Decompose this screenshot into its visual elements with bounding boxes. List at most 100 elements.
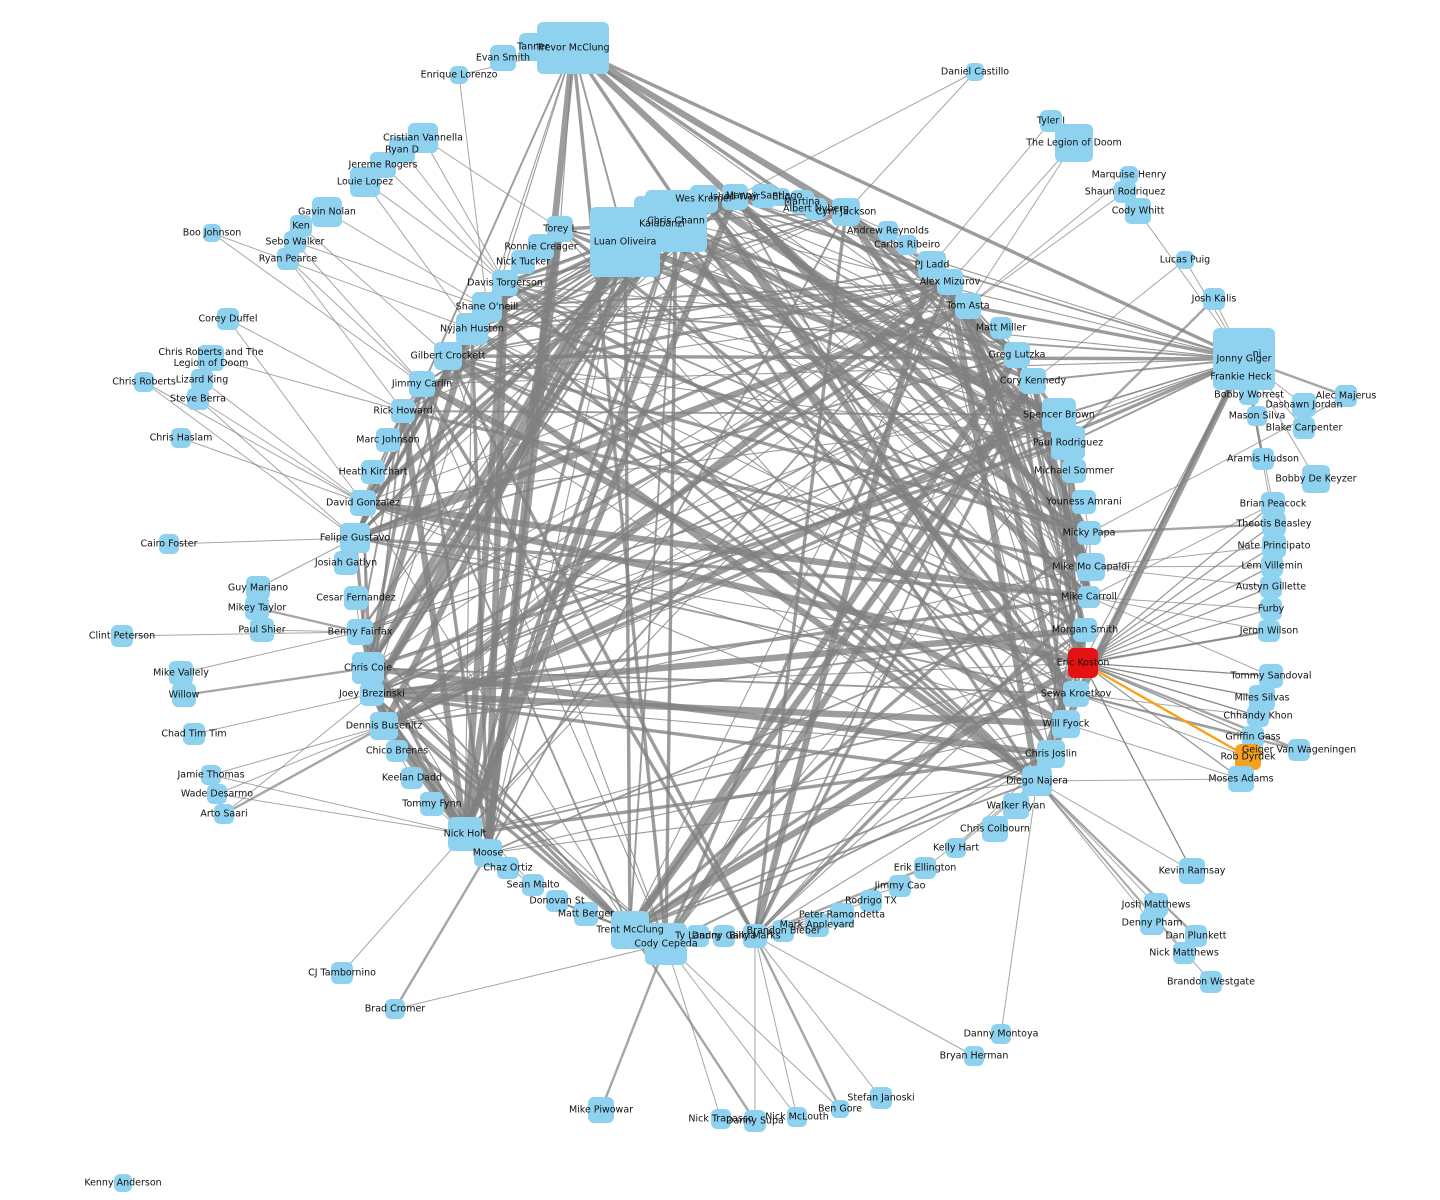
graph-node[interactable] (645, 923, 687, 965)
graph-node[interactable] (350, 167, 380, 197)
graph-node[interactable] (214, 804, 234, 824)
graph-node[interactable] (1247, 406, 1267, 426)
graph-node[interactable] (1228, 766, 1254, 792)
graph-node[interactable] (376, 428, 400, 452)
graph-node[interactable] (1072, 490, 1096, 514)
graph-node[interactable] (1068, 648, 1098, 678)
graph-node[interactable] (1114, 181, 1136, 203)
graph-node[interactable] (360, 682, 384, 706)
graph-node[interactable] (1073, 618, 1097, 642)
graph-node[interactable] (832, 198, 860, 226)
graph-node[interactable] (340, 523, 370, 553)
graph-node[interactable] (386, 740, 408, 762)
graph-node[interactable] (434, 342, 462, 370)
graph-node[interactable] (1247, 705, 1269, 727)
graph-node[interactable] (1239, 385, 1259, 405)
graph-node[interactable] (537, 22, 609, 74)
graph-node[interactable] (201, 765, 221, 785)
graph-node[interactable] (352, 652, 384, 684)
graph-node[interactable] (1235, 744, 1261, 770)
graph-node[interactable] (990, 317, 1012, 339)
graph-node[interactable] (183, 723, 205, 745)
graph-node[interactable] (169, 661, 193, 685)
graph-node[interactable] (870, 1087, 892, 1109)
graph-node[interactable] (889, 875, 911, 897)
graph-node[interactable] (159, 534, 179, 554)
graph-node[interactable] (191, 369, 213, 391)
graph-node[interactable] (1037, 740, 1065, 768)
graph-node[interactable] (1120, 166, 1138, 184)
graph-node[interactable] (217, 308, 239, 330)
graph-node[interactable] (350, 490, 376, 516)
graph-node[interactable] (331, 962, 353, 984)
graph-node[interactable] (519, 33, 547, 61)
graph-node[interactable] (450, 66, 468, 84)
graph-node[interactable] (385, 999, 405, 1019)
graph-node[interactable] (1003, 793, 1029, 819)
graph-node[interactable] (198, 345, 224, 371)
graph-node[interactable] (1288, 739, 1310, 761)
graph-node[interactable] (250, 618, 274, 642)
graph-node[interactable] (490, 45, 516, 71)
graph-node[interactable] (361, 460, 385, 484)
graph-node[interactable] (1302, 465, 1330, 493)
graph-node[interactable] (1230, 366, 1252, 388)
graph-node[interactable] (207, 784, 227, 804)
graph-node[interactable] (744, 1110, 766, 1132)
graph-node[interactable] (1248, 345, 1266, 363)
graph-node[interactable] (787, 1107, 807, 1127)
graph-node[interactable] (966, 63, 984, 81)
graph-node[interactable] (1051, 426, 1085, 460)
graph-node[interactable] (711, 1109, 731, 1129)
graph-node[interactable] (964, 1046, 984, 1066)
graph-node[interactable] (312, 197, 342, 227)
graph-node[interactable] (946, 838, 966, 858)
graph-node[interactable] (1020, 368, 1046, 394)
graph-node[interactable] (611, 911, 649, 949)
graph-node[interactable] (334, 551, 358, 575)
graph-node[interactable] (805, 198, 827, 220)
graph-node[interactable] (1262, 512, 1286, 536)
graph-node[interactable] (743, 924, 767, 948)
graph-node[interactable] (955, 293, 981, 319)
graph-node[interactable] (1125, 198, 1151, 224)
graph-node[interactable] (1176, 251, 1194, 269)
graph-node[interactable] (772, 188, 790, 206)
graph-node[interactable] (1203, 288, 1225, 310)
graph-node[interactable] (687, 925, 709, 947)
graph-node[interactable] (1252, 448, 1274, 470)
graph-node[interactable] (1292, 393, 1316, 417)
graph-node[interactable] (497, 857, 519, 879)
graph-node[interactable] (982, 816, 1008, 842)
graph-node[interactable] (1077, 521, 1101, 545)
graph-node[interactable] (1200, 971, 1222, 993)
graph-node[interactable] (690, 185, 718, 213)
graph-node[interactable] (546, 890, 568, 912)
graph-node[interactable] (347, 619, 373, 645)
graph-node[interactable] (401, 767, 423, 789)
graph-node[interactable] (111, 625, 133, 647)
graph-node[interactable] (1242, 726, 1264, 748)
graph-node[interactable] (1259, 664, 1283, 688)
graph-node[interactable] (203, 224, 221, 242)
graph-node[interactable] (713, 925, 735, 947)
graph-node[interactable] (1293, 417, 1315, 439)
graph-node[interactable] (1052, 710, 1080, 738)
graph-node[interactable] (187, 388, 209, 410)
graph-node[interactable] (897, 235, 917, 255)
graph-node[interactable] (344, 586, 368, 610)
graph-node[interactable] (722, 184, 748, 210)
graph-node[interactable] (1004, 342, 1030, 368)
graph-node[interactable] (1185, 925, 1207, 947)
graph-node[interactable] (830, 903, 854, 927)
graph-node[interactable] (805, 913, 829, 937)
graph-node[interactable] (171, 428, 191, 448)
graph-node[interactable] (831, 1100, 849, 1118)
graph-node[interactable] (1055, 124, 1093, 162)
graph-node[interactable] (492, 270, 518, 296)
graph-node[interactable] (1260, 598, 1282, 620)
graph-node[interactable] (1077, 553, 1105, 581)
graph-node[interactable] (370, 712, 398, 740)
graph-node[interactable] (1173, 942, 1195, 964)
graph-node[interactable] (1335, 385, 1357, 407)
